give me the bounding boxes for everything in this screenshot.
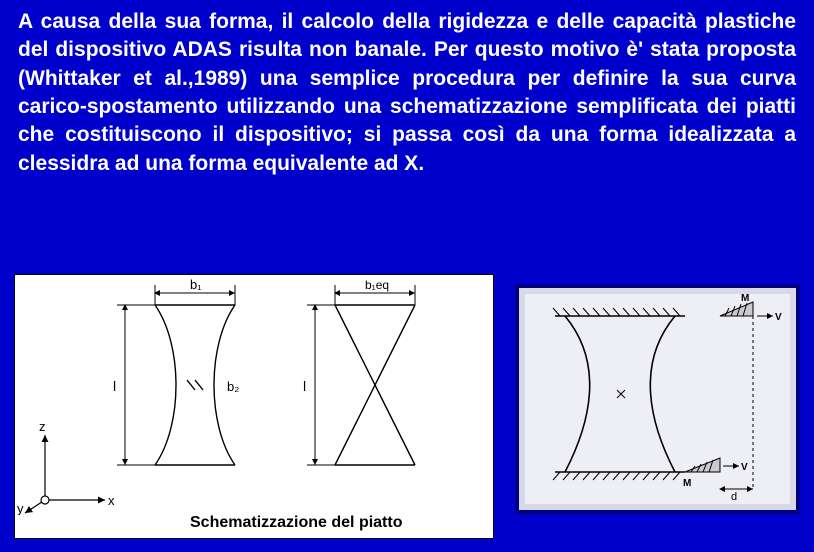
top-support-hatch [553, 308, 685, 316]
left-diagram-panel: b₁ b₂ l [14, 274, 494, 539]
M-top-label: M [741, 294, 749, 304]
figures-area: b₁ b₂ l [14, 274, 800, 544]
l-dimension-left [117, 305, 155, 465]
deflected-shape [565, 316, 675, 472]
d-label: d [731, 491, 737, 503]
axis-y-label: y [17, 501, 24, 515]
V-bot-label: V [741, 462, 748, 473]
bottom-moment-icon [685, 458, 720, 472]
bottom-support-hatch [553, 472, 685, 480]
hourglass-shape [155, 305, 235, 465]
right-diagram-panel: M V M V [515, 284, 800, 514]
left-diagram-caption: Schematizzazione del piatto [190, 514, 402, 532]
axis-x-label: x [108, 493, 115, 508]
l-right-label: l [303, 378, 306, 394]
l-left-label: l [113, 378, 116, 394]
x-shape [335, 305, 415, 465]
M-bot-label: M [683, 478, 691, 489]
coordinate-axes [25, 435, 105, 513]
top-moment-icon [720, 302, 753, 316]
l-dimension-right [307, 305, 335, 465]
b2-label: b₂ [227, 379, 239, 394]
b1eq-label: b₁eq [365, 278, 389, 292]
slide: A causa della sua forma, il calcolo dell… [0, 0, 814, 552]
V-top-label: V [775, 312, 782, 323]
right-diagram-svg: M V M V [525, 294, 790, 504]
axis-z-label: z [39, 419, 46, 434]
b1-label: b₁ [190, 277, 202, 292]
body-text: A causa della sua forma, il calcolo dell… [0, 0, 814, 178]
left-diagram-svg: b₁ b₂ l [15, 275, 493, 515]
right-diagram-inner: M V M V [525, 294, 790, 504]
